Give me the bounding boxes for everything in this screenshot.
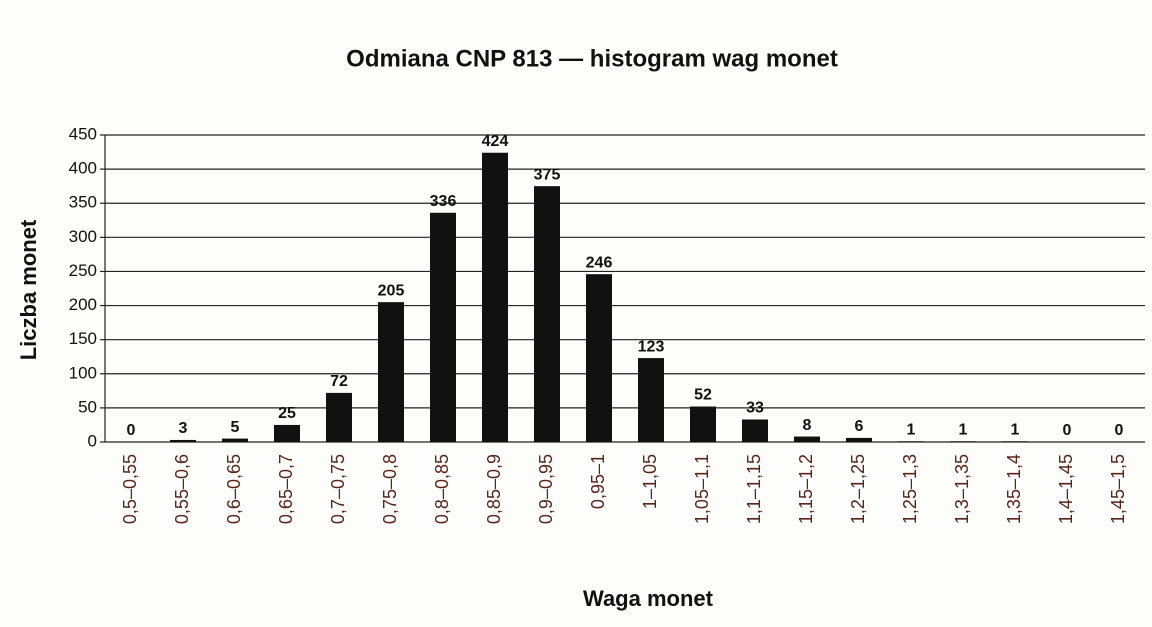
x-tick-label: 0,8–0,85 — [432, 454, 452, 524]
bar — [898, 441, 924, 442]
x-tick-label: 0,5–0,55 — [120, 454, 140, 524]
value-label: 3 — [179, 420, 188, 437]
bar — [690, 406, 716, 442]
x-tick-label: 1,35–1,4 — [1004, 454, 1024, 524]
y-tick-label: 0 — [88, 431, 97, 450]
value-label: 205 — [378, 282, 405, 299]
value-label: 375 — [534, 166, 561, 183]
x-tick-label: 0,75–0,8 — [380, 454, 400, 524]
x-tick-label: 1,15–1,2 — [796, 454, 816, 524]
value-label: 336 — [430, 193, 457, 210]
bar — [742, 419, 768, 442]
value-label: 25 — [278, 405, 296, 422]
bar — [482, 152, 508, 442]
value-label: 424 — [482, 133, 509, 150]
bar — [794, 436, 820, 442]
x-tick-label: 1,45–1,5 — [1108, 454, 1128, 524]
bar — [950, 441, 976, 442]
x-tick-label: 1,1–1,15 — [744, 454, 764, 524]
bar — [534, 186, 560, 442]
value-label: 0 — [1063, 422, 1072, 439]
value-label: 8 — [803, 417, 812, 434]
value-label: 33 — [746, 400, 764, 417]
value-label: 1 — [1011, 422, 1020, 439]
value-label: 6 — [855, 418, 864, 435]
y-tick-label: 50 — [78, 397, 97, 416]
x-tick-label: 0,85–0,9 — [484, 454, 504, 524]
y-tick-label: 100 — [69, 363, 97, 382]
y-tick-label: 350 — [69, 193, 97, 212]
x-axis-label: Waga monet — [583, 586, 714, 611]
bar — [586, 274, 612, 442]
y-tick-label: 250 — [69, 261, 97, 280]
bar — [638, 358, 664, 442]
bar — [222, 438, 248, 442]
bar — [170, 439, 196, 442]
value-label: 52 — [694, 387, 712, 404]
value-label: 123 — [638, 338, 665, 355]
y-tick-label: 450 — [69, 124, 97, 143]
value-label: 72 — [330, 373, 348, 390]
bar — [1002, 441, 1028, 442]
x-tick-label: 1,4–1,45 — [1056, 454, 1076, 524]
y-tick-label: 400 — [69, 159, 97, 178]
x-tick-label: 0,65–0,7 — [276, 454, 296, 524]
value-label: 5 — [231, 419, 240, 436]
bar — [430, 212, 456, 442]
x-tick-label: 0,55–0,6 — [172, 454, 192, 524]
bar — [378, 302, 404, 442]
x-tick-label: 1,3–1,35 — [952, 454, 972, 524]
value-label: 0 — [127, 422, 136, 439]
y-tick-label: 300 — [69, 227, 97, 246]
y-tick-label: 150 — [69, 329, 97, 348]
x-tick-label: 0,95–1 — [588, 454, 608, 509]
chart-title: Odmiana CNP 813 — histogram wag monet — [346, 45, 838, 72]
x-tick-label: 0,7–0,75 — [328, 454, 348, 524]
x-tick-label: 1,05–1,1 — [692, 454, 712, 524]
value-label: 246 — [586, 254, 613, 271]
bar — [326, 392, 352, 442]
value-label: 1 — [907, 422, 916, 439]
x-tick-label: 1,2–1,25 — [848, 454, 868, 524]
y-axis-label: Liczba monet — [16, 219, 41, 360]
x-tick-label: 1,25–1,3 — [900, 454, 920, 524]
x-tick-label: 0,9–0,95 — [536, 454, 556, 524]
y-tick-label: 200 — [69, 295, 97, 314]
x-tick-label: 0,6–0,65 — [224, 454, 244, 524]
bar — [846, 437, 872, 442]
value-label: 0 — [1115, 422, 1124, 439]
x-tick-label: 1–1,05 — [640, 454, 660, 509]
value-label: 1 — [959, 422, 968, 439]
bar — [274, 424, 300, 442]
